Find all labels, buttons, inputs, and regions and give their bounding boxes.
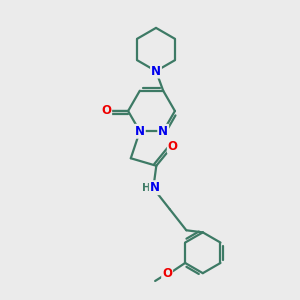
Text: O: O (168, 140, 178, 153)
Text: N: N (150, 181, 160, 194)
Text: N: N (158, 125, 168, 138)
Text: O: O (162, 267, 172, 280)
Text: N: N (135, 125, 145, 138)
Text: O: O (101, 104, 111, 118)
Text: N: N (151, 64, 161, 78)
Text: H: H (142, 183, 151, 193)
